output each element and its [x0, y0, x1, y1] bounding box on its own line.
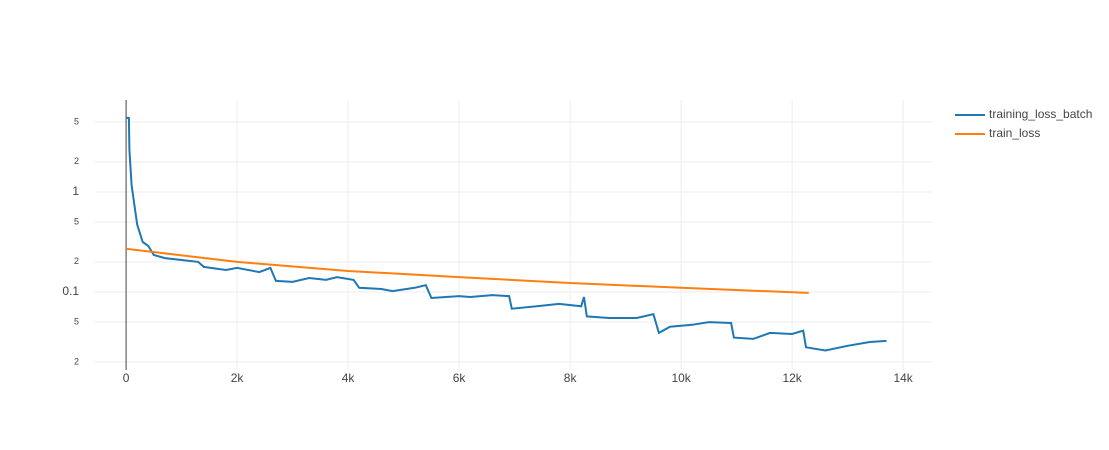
y-tick-label: 2: [74, 356, 79, 366]
x-tick-label: 6k: [453, 371, 467, 385]
y-tick-label: 5: [74, 116, 79, 126]
y-tick-label: 2: [74, 256, 79, 266]
line: [126, 116, 887, 352]
legend-label: training_loss_batch: [989, 107, 1092, 121]
y-tick-label: 5: [74, 316, 79, 326]
legend-label: train_loss: [989, 126, 1040, 140]
y-tick-label: 5: [74, 216, 79, 226]
x-tick-label: 10k: [671, 371, 691, 385]
x-tick-label: 8k: [564, 371, 578, 385]
x-tick-label: 0: [123, 371, 130, 385]
y-tick-label: 1: [72, 184, 79, 198]
x-tick-label: 12k: [782, 371, 802, 385]
line: [125, 247, 809, 294]
x-tick-label: 2k: [231, 371, 245, 385]
x-tick-label: 4k: [342, 371, 356, 385]
y-tick-label: 2: [74, 156, 79, 166]
y-tick-label: 0.1: [62, 284, 79, 298]
x-tick-label: 14k: [893, 371, 913, 385]
